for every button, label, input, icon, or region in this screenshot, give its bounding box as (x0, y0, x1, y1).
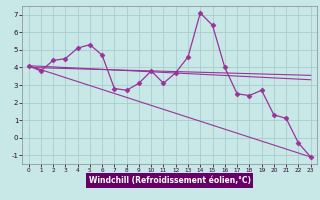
X-axis label: Windchill (Refroidissement éolien,°C): Windchill (Refroidissement éolien,°C) (89, 176, 251, 185)
